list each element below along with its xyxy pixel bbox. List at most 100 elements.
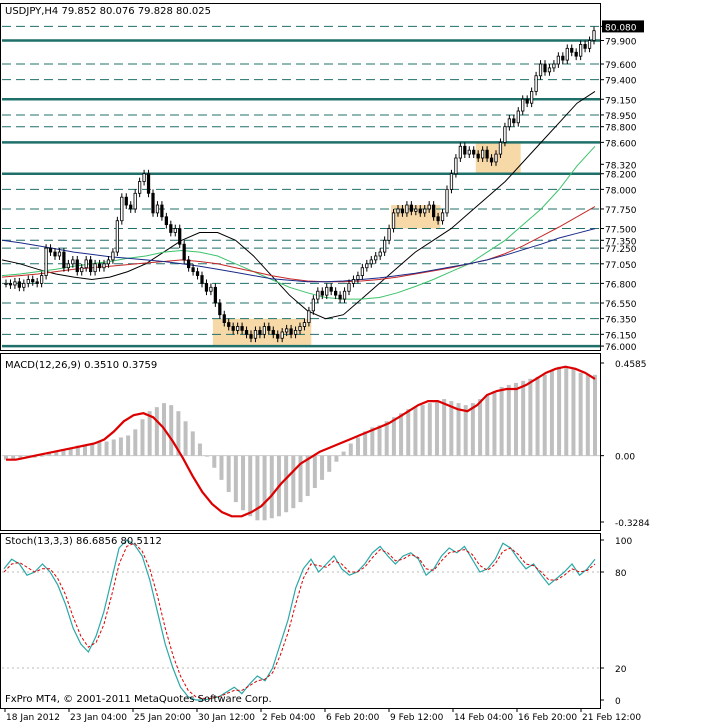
candle-body: [325, 286, 329, 296]
candle-body: [307, 310, 311, 323]
macd-label: MACD(12,26,9) 0.3510 0.3759: [5, 360, 157, 371]
macd-histogram-bar: [47, 453, 52, 456]
price-label: 77.750: [605, 206, 637, 216]
macd-histogram-bar: [542, 374, 547, 456]
candle-body: [57, 251, 62, 257]
x-axis-label: 25 Jan 20:00: [134, 713, 191, 723]
macd-axis-label: -0.3284: [615, 519, 650, 529]
candle-body: [48, 247, 53, 253]
price-label: 77.350: [605, 237, 637, 247]
macd-histogram-bar: [578, 372, 583, 456]
candle-body: [155, 204, 160, 214]
candle-body: [418, 208, 422, 214]
macd-histogram-bar: [18, 455, 23, 458]
candle-body: [62, 251, 66, 269]
macd-histogram-bar: [355, 437, 360, 456]
candle-body: [80, 267, 84, 273]
candle-body: [133, 192, 137, 210]
moving-average-navy: [1, 228, 596, 283]
price-label: 78.600: [605, 139, 637, 149]
macd-histogram-bar: [269, 455, 274, 519]
candle-body: [320, 290, 324, 296]
macd-histogram-bar: [463, 405, 468, 456]
macd-histogram-bar: [413, 407, 418, 456]
candle-body: [592, 30, 596, 41]
candle-body: [195, 271, 200, 276]
candle-body: [84, 259, 88, 269]
macd-histogram-bar: [564, 366, 569, 456]
macd-histogram-bar: [75, 445, 80, 456]
candle-body: [13, 281, 17, 286]
macd-histogram-bar: [327, 455, 332, 472]
candle-body: [458, 145, 462, 159]
macd-histogram-bar: [190, 431, 195, 456]
candle-body: [507, 118, 511, 128]
macd-histogram-bar: [197, 443, 202, 456]
macd-axis-label: 0.00: [615, 453, 635, 463]
macd-histogram-bar: [169, 405, 174, 456]
candle-body: [409, 204, 413, 212]
moving-average-green: [1, 145, 596, 300]
macd-signal-line: [6, 365, 596, 518]
stoch-axis-label: 0: [615, 697, 621, 707]
candle-body: [489, 157, 494, 163]
candle-body: [164, 216, 168, 226]
candle-body: [75, 259, 79, 273]
candle-body: [298, 326, 302, 331]
candle-body: [547, 67, 552, 73]
candle-body: [17, 281, 21, 288]
candle-body: [334, 290, 338, 296]
candle-body: [4, 282, 8, 285]
price-label: 78.800: [605, 124, 637, 134]
candle-body: [26, 279, 30, 284]
candle-body: [182, 243, 186, 261]
current-price-box: [602, 20, 644, 33]
macd-histogram-bar: [90, 443, 95, 456]
price-pane[interactable]: [1, 25, 600, 348]
macd-histogram-bar: [478, 399, 483, 456]
candle-body: [347, 282, 351, 292]
moving-average-black: [1, 90, 596, 320]
macd-histogram-bar: [39, 455, 44, 457]
candle-body: [583, 44, 587, 49]
axis-layer: 80.080 79.900 79.600 79.400 79.150 78.950 78.8…: [0, 3, 650, 723]
candle-body: [374, 255, 378, 261]
candle-body: [173, 228, 177, 233]
macd-histogram-bar: [83, 445, 88, 456]
macd-histogram-bar: [535, 376, 540, 456]
candle-body: [329, 286, 333, 292]
candle-body: [138, 181, 142, 194]
candle-body: [316, 290, 320, 300]
candle-body: [44, 247, 48, 276]
macd-histogram-bar: [154, 407, 159, 456]
candle-body: [423, 208, 427, 214]
stoch-pane[interactable]: [2, 539, 600, 701]
candle-body: [427, 204, 431, 210]
candle-body: [342, 290, 347, 300]
symbol-label: USDJPY,H4 79.852 80.076 79.828 80.025: [5, 6, 211, 17]
pane-frame: [0, 533, 601, 709]
candle-body: [22, 282, 26, 288]
pane-frame: [0, 3, 601, 351]
candle-body: [40, 275, 44, 284]
price-label: 79.600: [605, 61, 637, 71]
candle-body: [244, 330, 249, 335]
candle-body: [66, 263, 70, 269]
candle-body: [89, 259, 93, 273]
candle-body: [311, 298, 315, 312]
x-axis-label: 2 Feb 04:00: [262, 713, 316, 723]
copyright-label: FxPro MT4, © 2001-2011 MetaQuotes Softwa…: [5, 694, 272, 705]
candle-body: [289, 328, 293, 335]
candle-body: [231, 326, 235, 331]
candle-body: [262, 326, 266, 335]
current-price-label: 80.080: [605, 23, 637, 33]
candle-body: [587, 40, 592, 49]
macd-pane[interactable]: [2, 365, 600, 521]
macd-histogram-bar: [434, 401, 439, 456]
candle-body: [35, 281, 39, 284]
macd-histogram-bar: [291, 455, 296, 509]
macd-histogram-bar: [226, 455, 231, 493]
macd-histogram-bar: [111, 439, 116, 456]
candle-body: [485, 149, 489, 159]
